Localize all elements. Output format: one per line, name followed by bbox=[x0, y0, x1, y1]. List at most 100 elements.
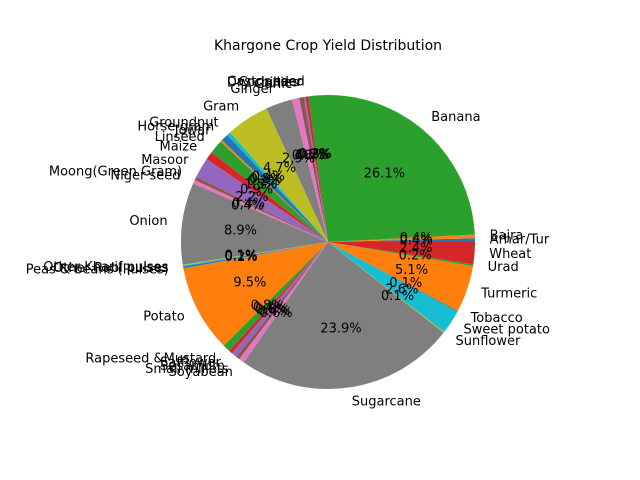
slice-label: Ginger bbox=[230, 82, 274, 97]
slice-label: Soyabean bbox=[169, 365, 233, 380]
slice-label: Small millets bbox=[145, 362, 229, 377]
slice-percent-label: 0.4% bbox=[252, 170, 285, 185]
slice-label: Safflower bbox=[160, 356, 221, 371]
slice-percent-label: 9.5% bbox=[233, 275, 266, 290]
slice-percent-label: 0.1% bbox=[224, 249, 257, 264]
slice-percent-label: 0.8% bbox=[251, 298, 284, 313]
slice-label: Urad bbox=[488, 260, 519, 275]
slice-percent-label: 2.9% bbox=[282, 151, 315, 166]
chart-title: Khargone Crop Yield Distribution bbox=[214, 38, 442, 54]
slice-label: Potato bbox=[143, 309, 184, 324]
slice-label: Sunflower bbox=[455, 334, 521, 349]
slice-label: Sweet potato bbox=[464, 323, 550, 338]
slice-percent-label: 0.4% bbox=[400, 233, 433, 248]
slice-label: Wheat bbox=[489, 247, 531, 262]
slice-percent-label: 2.4% bbox=[399, 241, 432, 256]
slice-label: Garlic bbox=[254, 77, 292, 92]
pie-slice bbox=[328, 242, 474, 311]
slice-percent-label: 0.1% bbox=[224, 248, 257, 263]
slice-label: Tobacco bbox=[470, 311, 523, 326]
slice-label: Masoor bbox=[141, 153, 189, 168]
slice-percent-label: 0.4% bbox=[232, 196, 265, 211]
slice-label: Other Kharif pulses bbox=[43, 260, 168, 275]
pie-slice bbox=[328, 238, 475, 242]
pie-slice bbox=[328, 242, 458, 312]
slice-label: Castor seed bbox=[227, 74, 304, 89]
pie-labels: Arhar/Tur 0.4% Bajra 0.4% Banana 26.1% Castor … bbox=[26, 74, 550, 409]
slice-label: Rapeseed &Mustard bbox=[85, 351, 216, 366]
slice-label: Bajra bbox=[490, 228, 524, 243]
pie-slice bbox=[182, 242, 328, 267]
pie-slice bbox=[291, 97, 328, 242]
slice-label: Onion bbox=[129, 214, 167, 229]
pie-slice bbox=[206, 152, 328, 242]
pie-slice bbox=[229, 108, 328, 243]
slice-percent-label: 0.2% bbox=[225, 250, 258, 265]
slice-percent-label: 0.2% bbox=[247, 174, 280, 189]
slice-label: Peas & beans (Pulses) bbox=[26, 263, 169, 278]
slice-percent-label: 0.4% bbox=[253, 301, 286, 316]
pie-slice bbox=[211, 141, 328, 242]
slice-label: Arhar/Tur bbox=[490, 232, 550, 247]
pie-slice bbox=[223, 242, 328, 351]
pie-slice bbox=[328, 242, 445, 333]
pie-slice bbox=[239, 242, 328, 363]
pie-slice bbox=[328, 234, 475, 242]
slice-label: Sugarcane bbox=[352, 394, 421, 409]
slice-percent-label: 0.6% bbox=[255, 302, 288, 317]
slice-label: Gram bbox=[203, 99, 239, 114]
pie-slices bbox=[181, 95, 475, 389]
slice-percent-label: 4.7% bbox=[263, 161, 296, 176]
pie-slice bbox=[182, 242, 328, 266]
pie-slice bbox=[243, 242, 444, 389]
slice-percent-label: 23.9% bbox=[320, 322, 361, 337]
slice-percent-label: 0.3% bbox=[299, 147, 332, 162]
slice-percent-label: 0.4% bbox=[231, 198, 264, 213]
pie-slice bbox=[328, 242, 475, 265]
slice-label: Groundnut bbox=[149, 115, 218, 130]
slice-percent-label: 2.6% bbox=[385, 283, 418, 298]
slice-label: Jowar bbox=[174, 123, 211, 138]
slice-percent-label: 0.4% bbox=[400, 231, 433, 246]
slice-percent-label: 0.4% bbox=[257, 304, 290, 319]
pie-slice bbox=[328, 242, 474, 267]
pie-slice bbox=[303, 96, 328, 242]
slice-percent-label: 26.1% bbox=[364, 167, 405, 182]
pie-slice bbox=[229, 242, 328, 354]
slice-percent-label: 2.2% bbox=[235, 190, 268, 205]
slice-percent-label: 0.6% bbox=[260, 306, 293, 321]
slice-label: Linseed bbox=[155, 130, 205, 145]
slice-label: Banana bbox=[431, 110, 480, 125]
slice-percent-label: 0.5% bbox=[295, 148, 328, 163]
slice-label: Maize bbox=[159, 140, 197, 155]
slice-percent-label: 0.1% bbox=[381, 289, 414, 304]
slice-percent-label: 0.2% bbox=[399, 248, 432, 263]
slice-label: Sesamum bbox=[160, 359, 225, 374]
slice-percent-label: 0.1% bbox=[389, 276, 422, 291]
slice-percent-label: 0.2% bbox=[297, 147, 330, 162]
pie-slice bbox=[181, 183, 328, 265]
pie-slice bbox=[328, 242, 458, 333]
pie-slice bbox=[183, 242, 328, 269]
pie-slice bbox=[220, 140, 328, 242]
slice-label: Moong(Green Gram) bbox=[49, 165, 182, 180]
pie-slice bbox=[305, 96, 328, 242]
pie-slice bbox=[221, 135, 328, 242]
pie-slice bbox=[194, 176, 328, 242]
pie-slice bbox=[231, 242, 328, 357]
slice-percent-label: 0.8% bbox=[292, 148, 325, 163]
slice-percent-label: 0.8% bbox=[249, 172, 282, 187]
slice-label: Dry chillies bbox=[227, 75, 299, 90]
pie-slice bbox=[308, 95, 475, 242]
slice-percent-label: 8.9% bbox=[224, 223, 257, 238]
slice-label: Turmeric bbox=[480, 286, 537, 301]
pie-slice bbox=[236, 242, 328, 360]
pie-slice bbox=[183, 242, 328, 346]
slice-label: Horse-gram bbox=[137, 120, 214, 135]
slice-percent-label: 0.9% bbox=[240, 183, 273, 198]
pie-slice bbox=[193, 180, 328, 242]
pie-slice bbox=[299, 97, 328, 242]
slice-label: Coriander bbox=[238, 75, 302, 90]
slice-label: Niger seed bbox=[110, 168, 180, 183]
